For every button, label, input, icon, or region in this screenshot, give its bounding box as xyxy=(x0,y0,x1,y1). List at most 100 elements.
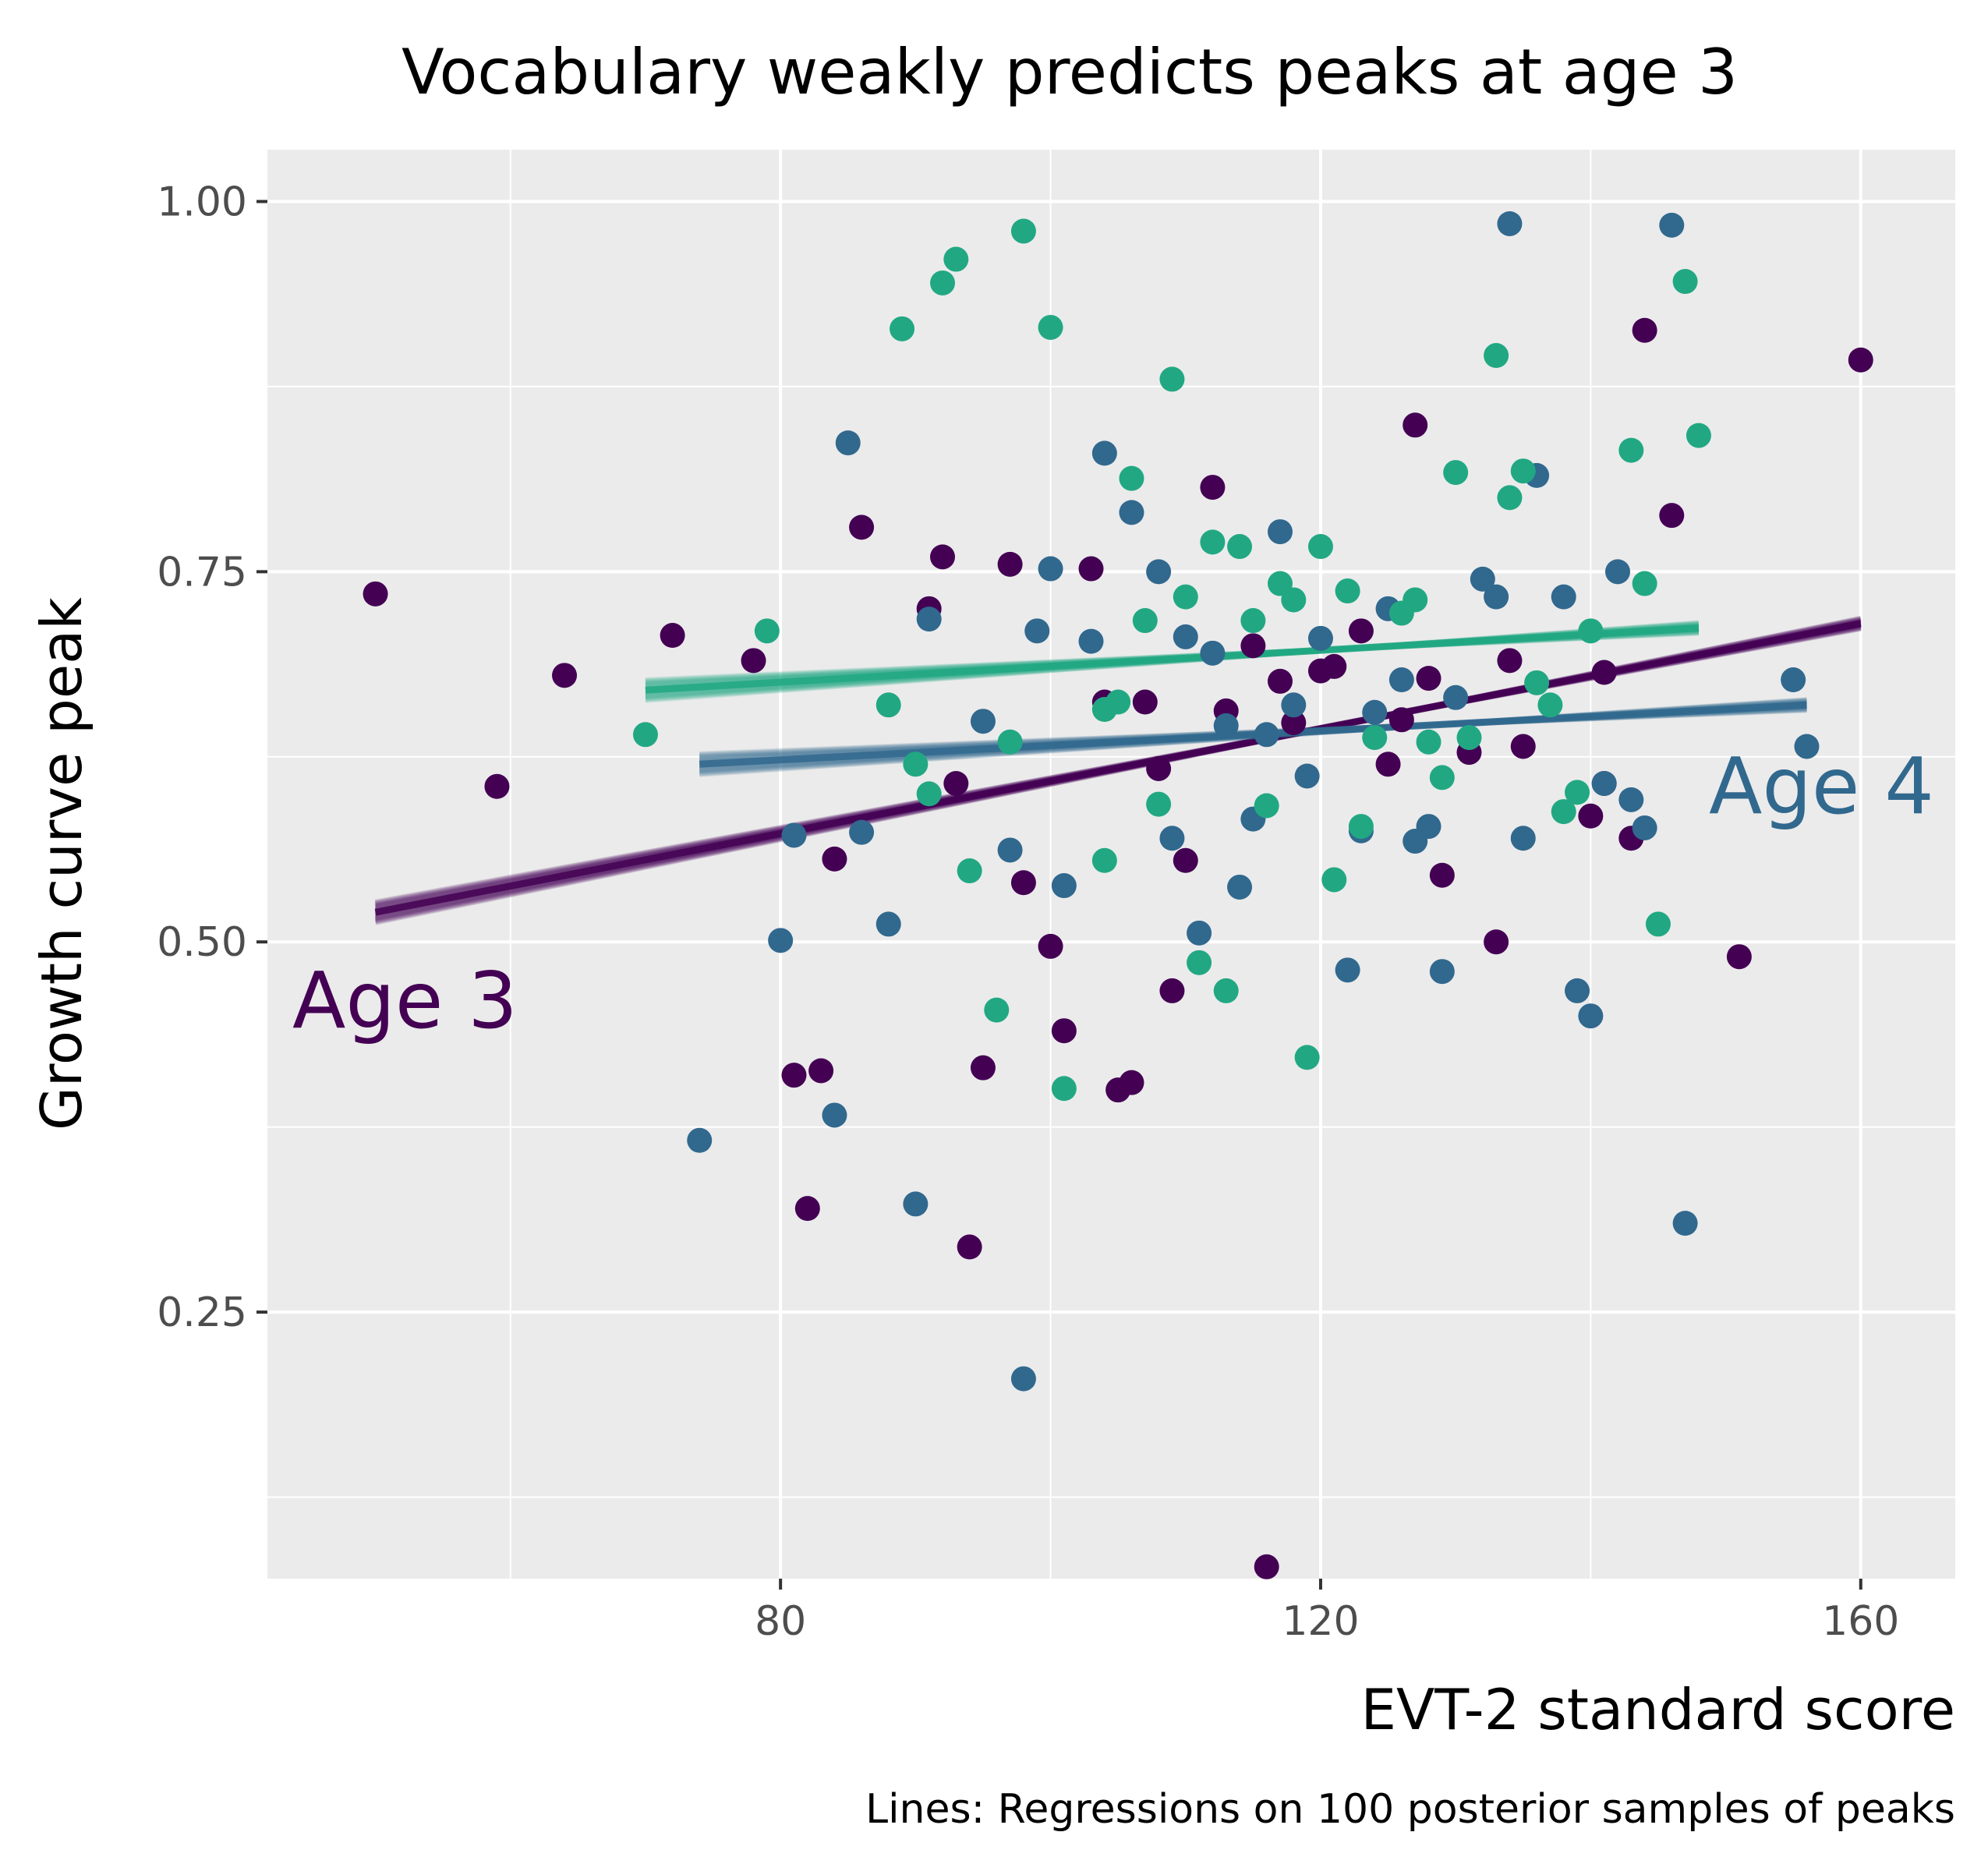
data-point-series-2 xyxy=(1078,628,1104,654)
data-point-series-1 xyxy=(741,648,766,674)
regression-mean-line xyxy=(645,624,1700,694)
data-point-series-1 xyxy=(1321,653,1347,679)
data-point-series-3 xyxy=(1429,765,1455,790)
data-point-series-1 xyxy=(1403,412,1428,438)
data-point-series-3 xyxy=(1456,725,1482,751)
data-point-series-1 xyxy=(1484,929,1509,955)
data-point-series-2 xyxy=(1632,815,1657,840)
data-point-series-3 xyxy=(1578,618,1604,644)
y-tick-label: 1.00 xyxy=(157,179,247,225)
data-point-series-3 xyxy=(1645,911,1671,937)
data-point-series-1 xyxy=(363,581,388,607)
data-point-series-3 xyxy=(1403,587,1428,613)
chart-title: Vocabulary weakly predicts peaks at age … xyxy=(401,36,1738,108)
data-point-series-3 xyxy=(1510,458,1536,484)
data-point-series-3 xyxy=(754,618,780,644)
y-tick-label: 0.25 xyxy=(157,1289,247,1336)
data-point-series-2 xyxy=(1605,559,1630,585)
data-point-series-2 xyxy=(1565,978,1590,1003)
data-point-series-2 xyxy=(1307,625,1333,651)
data-point-series-2 xyxy=(1091,440,1117,466)
data-point-series-1 xyxy=(1591,660,1617,685)
data-point-series-1 xyxy=(781,1063,807,1088)
x-tick-label: 80 xyxy=(755,1598,806,1645)
data-point-series-1 xyxy=(794,1196,820,1222)
data-point-series-2 xyxy=(1173,624,1198,649)
axis-ticks: 80 120 160 0.25 0.50 0.75 1.00 xyxy=(157,179,1899,1645)
data-point-series-2 xyxy=(1268,519,1293,545)
data-point-series-3 xyxy=(1497,485,1523,511)
x-tick-label: 120 xyxy=(1282,1598,1359,1645)
data-point-series-1 xyxy=(970,1055,996,1081)
data-point-series-3 xyxy=(890,316,915,341)
data-point-series-2 xyxy=(1484,584,1509,610)
data-point-series-2 xyxy=(1591,770,1617,796)
data-point-series-2 xyxy=(1281,692,1307,718)
data-point-series-1 xyxy=(1132,689,1158,715)
data-point-series-1 xyxy=(1348,618,1374,644)
data-point-series-2 xyxy=(1510,826,1536,851)
data-point-series-2 xyxy=(822,1102,847,1128)
data-point-series-2 xyxy=(1038,556,1063,582)
data-point-series-3 xyxy=(1551,799,1576,825)
data-point-series-2 xyxy=(1294,763,1320,789)
data-point-series-2 xyxy=(1146,559,1172,585)
data-point-series-1 xyxy=(1268,668,1293,694)
data-point-series-3 xyxy=(984,997,1010,1023)
data-point-series-2 xyxy=(1362,699,1388,725)
data-point-series-1 xyxy=(552,663,578,688)
data-point-series-3 xyxy=(957,858,982,884)
data-points xyxy=(363,210,1873,1579)
data-point-series-3 xyxy=(1159,366,1185,392)
data-point-series-2 xyxy=(916,607,942,632)
data-point-series-3 xyxy=(1335,578,1360,604)
data-point-series-1 xyxy=(808,1058,834,1084)
data-point-series-2 xyxy=(687,1127,713,1153)
data-point-series-2 xyxy=(1416,814,1441,840)
data-point-series-3 xyxy=(1632,571,1657,596)
grid-lines xyxy=(267,150,1955,1579)
data-point-series-1 xyxy=(1578,803,1604,829)
data-point-series-1 xyxy=(1497,648,1523,674)
data-point-series-3 xyxy=(1173,584,1198,610)
data-point-series-1 xyxy=(1510,734,1536,759)
data-point-series-2 xyxy=(1470,566,1495,592)
data-point-series-2 xyxy=(1551,584,1576,610)
data-point-series-2 xyxy=(1794,734,1820,759)
data-point-series-3 xyxy=(1672,269,1698,295)
data-point-series-2 xyxy=(1335,957,1360,983)
data-point-series-2 xyxy=(1618,787,1644,812)
data-point-series-1 xyxy=(1240,633,1266,659)
data-point-series-3 xyxy=(875,692,901,718)
data-point-series-2 xyxy=(1010,1366,1036,1392)
data-point-series-2 xyxy=(1388,667,1414,693)
data-point-series-1 xyxy=(1078,556,1104,582)
data-point-series-1 xyxy=(943,770,969,796)
data-point-series-3 xyxy=(1227,534,1253,560)
data-point-series-3 xyxy=(1524,670,1550,695)
regression-band-3 xyxy=(645,620,1700,703)
data-point-series-1 xyxy=(660,623,685,649)
y-tick-label: 0.50 xyxy=(157,919,247,966)
data-point-series-3 xyxy=(1362,725,1388,751)
data-point-series-3 xyxy=(1294,1045,1320,1070)
data-point-series-3 xyxy=(1618,437,1644,463)
data-point-series-3 xyxy=(1105,689,1131,715)
regression-mean-line xyxy=(699,701,1807,768)
x-tick-label: 160 xyxy=(1822,1598,1899,1645)
data-point-series-1 xyxy=(1726,944,1752,970)
data-point-series-3 xyxy=(1307,534,1333,560)
regression-band-2 xyxy=(699,697,1807,777)
data-point-series-1 xyxy=(1416,666,1441,691)
data-point-series-3 xyxy=(1484,343,1509,369)
data-point-series-1 xyxy=(1375,752,1401,777)
data-point-series-2 xyxy=(1024,618,1050,644)
data-point-series-2 xyxy=(835,430,861,456)
data-point-series-2 xyxy=(1443,684,1469,710)
x-axis-title: EVT-2 standard score xyxy=(1360,1677,1955,1742)
data-point-series-2 xyxy=(1227,874,1253,900)
data-point-series-1 xyxy=(997,551,1023,577)
data-point-series-1 xyxy=(930,544,955,570)
data-point-series-2 xyxy=(1187,920,1212,946)
data-point-series-3 xyxy=(1565,780,1590,805)
